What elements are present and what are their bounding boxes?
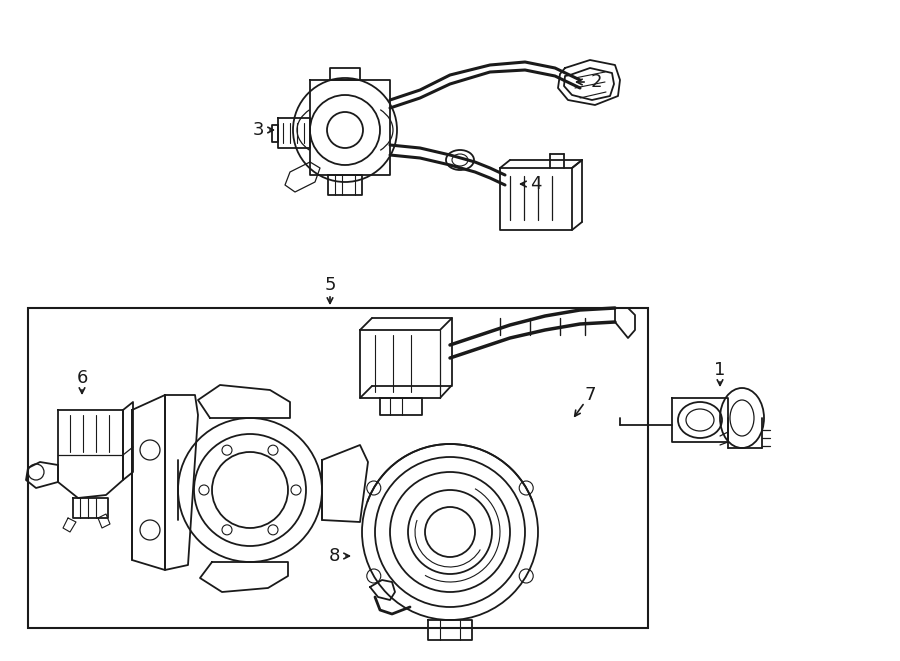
Text: 3: 3 (252, 121, 264, 139)
Text: 1: 1 (715, 361, 725, 379)
Text: 5: 5 (324, 276, 336, 294)
Text: 6: 6 (76, 369, 87, 387)
Text: 7: 7 (584, 386, 596, 404)
Text: 2: 2 (590, 73, 602, 91)
Bar (28, 308, 648, 628)
Text: 4: 4 (530, 175, 542, 193)
Text: 8: 8 (328, 547, 339, 565)
